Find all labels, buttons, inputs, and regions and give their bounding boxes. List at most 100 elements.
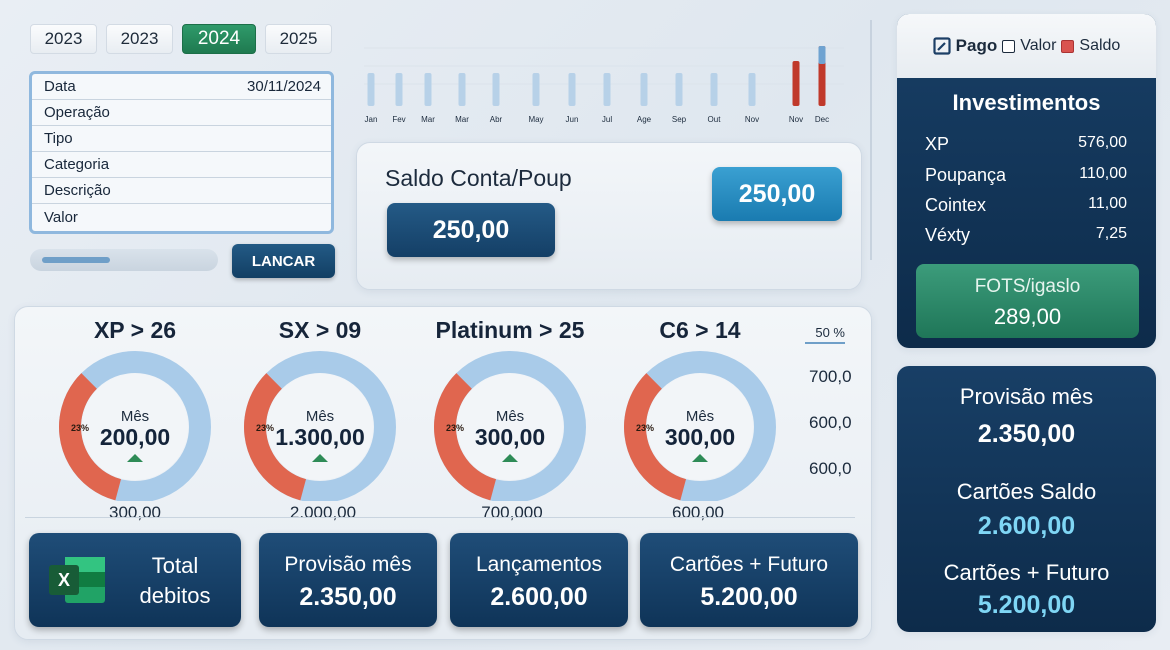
legend-valor-swatch <box>1002 39 1016 53</box>
form-row-label: Data <box>44 78 76 96</box>
side-axis-value: 700,0 <box>809 367 852 386</box>
progress-bar <box>30 249 218 271</box>
donut-card[interactable]: SX > 09 23% Mês 1.300,00 <box>230 317 410 501</box>
donut-title: SX > 09 <box>278 317 362 343</box>
donut-limit-value: 2.000,00 <box>289 503 357 522</box>
invest-value: 576,00 <box>1078 134 1127 151</box>
form-row-valor[interactable]: Valor <box>32 204 331 230</box>
fots-value: 289,00 <box>993 304 1062 329</box>
chart-tick-label: Sep <box>672 115 687 124</box>
form-row-label: Operação <box>44 104 110 122</box>
total-debitos-card[interactable]: X Total debitos <box>29 533 241 627</box>
form-row-categoria[interactable]: Categoria <box>32 152 331 179</box>
summary-provisao-value: 2.350,00 <box>977 420 1076 448</box>
year-tabs: 2023 2023 2024 2025 <box>30 24 332 54</box>
invest-name: Poupança <box>925 165 1007 185</box>
fots-label: FOTS/igaslo <box>974 276 1081 297</box>
donut-segment <box>434 351 586 501</box>
vertical-divider <box>870 20 872 260</box>
invest-value: 7,25 <box>1095 225 1127 242</box>
provisao-card[interactable]: Provisão mês 2.350,00 <box>259 533 437 627</box>
svg-text:X: X <box>58 570 70 590</box>
cartoes-futuro-card-label: Cartões + Futuro <box>669 553 829 576</box>
provisao-card-value: 2.350,00 <box>299 583 397 611</box>
form-row-tipo[interactable]: Tipo <box>32 126 331 153</box>
chart-tick-label: Jan <box>365 115 378 124</box>
chart-tick-label: Jul <box>602 115 612 124</box>
invest-value: 11,00 <box>1088 195 1127 212</box>
summary-cartoes-futuro-label: Cartões + Futuro <box>943 560 1110 585</box>
invest-row: Cointex 11,00 <box>925 195 1127 216</box>
donut-segment <box>244 351 396 501</box>
investimentos-panel: Pago Valor Saldo Investimentos XP 576,00… <box>897 14 1156 348</box>
form-row-descricao[interactable]: Descrição <box>32 178 331 205</box>
donut-center-label: Mês <box>686 408 714 425</box>
lancamentos-card[interactable]: Lançamentos 2.600,00 <box>450 533 628 627</box>
investimentos-title: Investimentos <box>952 90 1101 115</box>
entry-form-table: Data 30/11/2024 Operação Tipo Categoria … <box>29 71 334 234</box>
chart-tick-label: May <box>528 115 543 124</box>
chart-bar <box>367 73 375 106</box>
form-row-label: Tipo <box>44 130 73 148</box>
divider <box>25 517 855 518</box>
form-row-label: Descrição <box>44 182 111 200</box>
saldo-value-button[interactable]: 250,00 <box>387 203 555 257</box>
trend-up-icon <box>312 454 328 462</box>
chart-bar <box>748 73 756 106</box>
donut-limit-value: 700,000 <box>481 503 543 522</box>
donut-hole <box>267 374 373 480</box>
trend-up-icon <box>502 454 518 462</box>
chart-bar <box>424 73 432 106</box>
year-tab-active[interactable]: 2024 <box>182 24 256 54</box>
chart-bar <box>603 73 611 106</box>
excel-icon: X <box>49 557 105 603</box>
donut-center-label: Mês <box>306 408 334 425</box>
total-debitos-label: Total debitos <box>139 553 211 608</box>
donut-hole <box>457 374 563 480</box>
lancamentos-card-value: 2.600,00 <box>490 583 588 611</box>
invest-row: Poupança 110,00 <box>925 165 1127 186</box>
year-tab[interactable]: 2025 <box>265 24 332 54</box>
donut-card[interactable]: C6 > 14 23% Mês 300,00 <box>610 317 790 501</box>
invest-name: Véxty <box>925 225 971 245</box>
summary-cartoes-saldo-value: 2.600,00 <box>977 512 1076 540</box>
chart-tick-label: Age <box>637 115 652 124</box>
cartoes-futuro-card[interactable]: Cartões + Futuro 5.200,00 <box>640 533 858 627</box>
legend-pago: Pago <box>955 36 998 55</box>
chart-bar <box>532 73 540 106</box>
launch-button[interactable]: LANCAR <box>232 244 335 278</box>
donut-title: XP > 26 <box>93 317 177 343</box>
saldo-value-right-button[interactable]: 250,00 <box>712 167 842 221</box>
fots-button[interactable]: FOTS/igaslo 289,00 <box>916 264 1139 338</box>
legend-saldo: Saldo <box>1079 37 1121 54</box>
side-axis-value: 600,0 <box>809 413 852 432</box>
cartoes-futuro-card-value: 5.200,00 <box>700 583 798 611</box>
chart-bar <box>458 73 466 106</box>
invest-name: XP <box>925 134 950 154</box>
lancamentos-card-label: Lançamentos <box>475 553 603 576</box>
chart-tick-label: Abr <box>490 115 503 124</box>
chart-bar <box>640 73 648 106</box>
side-axis: 50 % 700,0 600,0 600,0 <box>805 325 865 478</box>
form-row-data[interactable]: Data 30/11/2024 <box>32 74 331 101</box>
donut-segment <box>624 351 776 501</box>
year-tab[interactable]: 2023 <box>30 24 97 54</box>
donut-center-value: 300,00 <box>475 424 545 450</box>
form-row-operacao[interactable]: Operação <box>32 100 331 127</box>
donut-hole <box>82 374 188 480</box>
chart-tick-label: Mar <box>455 115 469 124</box>
donut-pct-label: 23% <box>446 423 464 433</box>
donut-card[interactable]: XP > 26 23% Mês 200,00 <box>45 317 225 501</box>
donut-title: C6 > 14 <box>659 317 741 343</box>
monthly-bar-chart: Jan Fev Mar Mar Abr May Jun Jul Age Sep Out Nov Nov D… <box>364 46 844 124</box>
card-donuts-panel: XP > 26 23% Mês 200,00 300,00 SX > 09 23% Mês 1.… <box>14 306 872 640</box>
edit-icon[interactable] <box>933 37 951 55</box>
chart-bar <box>792 61 800 106</box>
chart-tick-label: Dec <box>815 115 829 124</box>
donut-center-label: Mês <box>496 408 524 425</box>
year-tab[interactable]: 2023 <box>106 24 173 54</box>
donut-card[interactable]: Platinum > 25 23% Mês 300,00 <box>420 317 600 501</box>
date-field[interactable]: 30/11/2024 <box>247 78 321 96</box>
